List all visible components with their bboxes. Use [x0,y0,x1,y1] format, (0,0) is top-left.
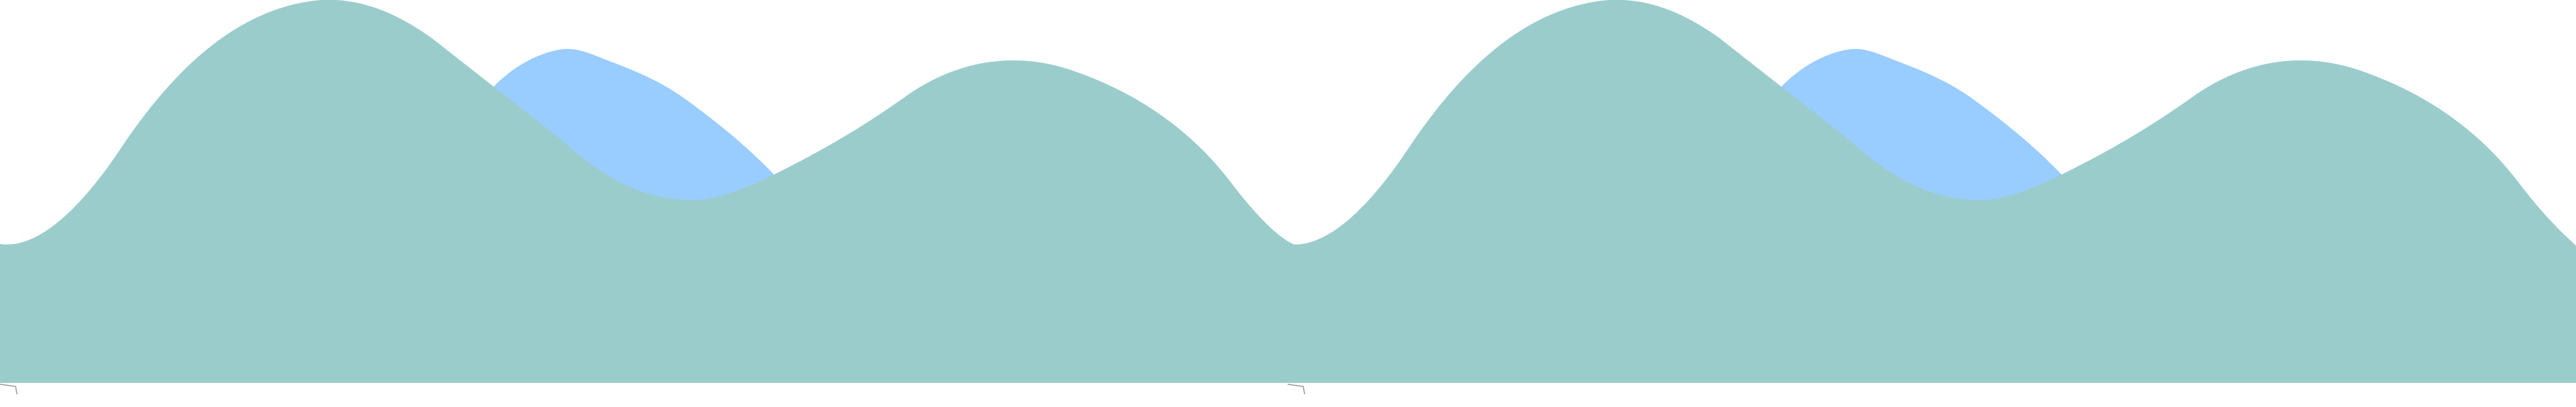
front-hill-shape [1288,0,2576,383]
tick-mark [0,384,18,395]
hills-tile-left [0,0,1300,395]
tick-mark [1287,384,1305,395]
hills-tile-right [1287,0,2576,395]
front-hill-shape [0,0,1300,383]
